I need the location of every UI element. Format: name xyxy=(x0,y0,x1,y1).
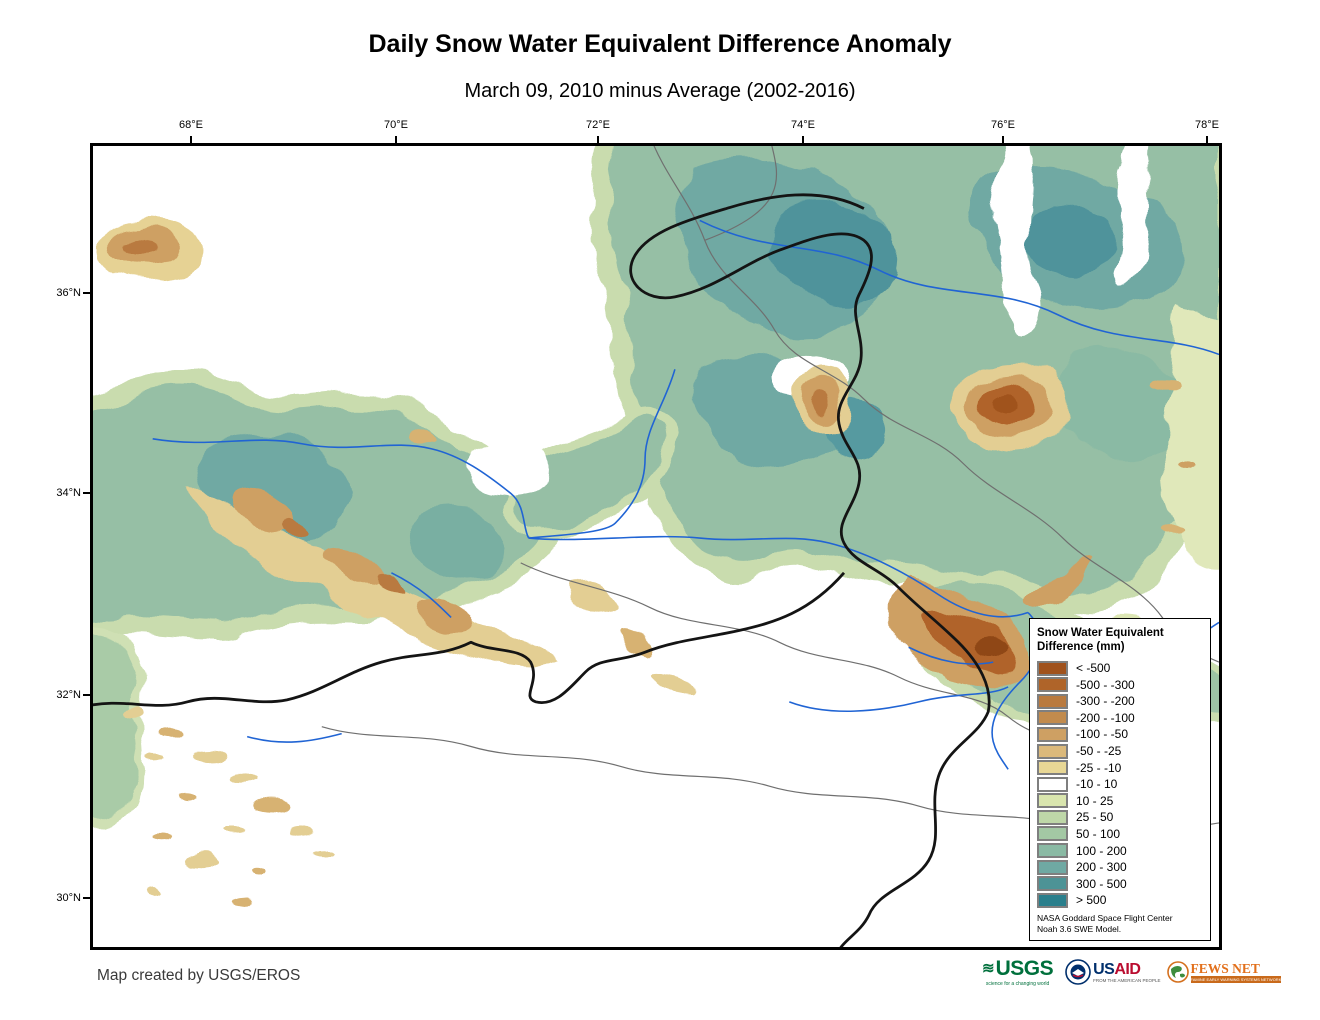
legend-title-line1: Snow Water Equivalent xyxy=(1037,627,1164,639)
lon-tick-label: 70°E xyxy=(384,119,408,131)
legend-swatch xyxy=(1037,760,1068,776)
legend-label: 50 - 100 xyxy=(1076,826,1121,841)
country-boundaries xyxy=(93,193,991,947)
legend-items: < -500 -500 - -300 -300 - -200 -200 - -100 -… xyxy=(1037,660,1203,909)
legend-row: -200 - -100 xyxy=(1037,710,1203,727)
legend-row: 300 - 500 xyxy=(1037,875,1203,892)
lon-tick-label: 72°E xyxy=(586,119,610,131)
usgs-logo: ≋ USGS science for a changing world xyxy=(982,957,1054,987)
legend-row: -50 - -25 xyxy=(1037,743,1203,760)
legend-label: -100 - -50 xyxy=(1076,727,1129,742)
page-title: Daily Snow Water Equivalent Difference A… xyxy=(368,30,952,58)
legend-label: 200 - 300 xyxy=(1076,860,1127,875)
map-frame: 68°E 70°E 72°E 74°E 76°E 78°E 36°N 34°N … xyxy=(56,119,1222,950)
usaid-logo: USAID FROM THE AMERICAN PEOPLE xyxy=(1065,959,1161,985)
legend-label: -300 - -200 xyxy=(1076,694,1135,709)
legend-footnote: NASA Goddard Space Flight Center Noah 3.… xyxy=(1037,913,1203,935)
anomaly-raster xyxy=(93,146,1219,908)
usgs-wave-icon: ≋ xyxy=(982,960,995,977)
lon-tick-label: 74°E xyxy=(791,119,815,131)
legend-row: -300 - -200 xyxy=(1037,693,1203,710)
legend-row: -100 - -50 xyxy=(1037,726,1203,743)
legend-label: < -500 xyxy=(1076,661,1111,676)
legend-footnote-line1: NASA Goddard Space Flight Center xyxy=(1037,912,1173,923)
legend-title: Snow Water Equivalent Difference (mm) xyxy=(1037,626,1203,655)
legend-row: 25 - 50 xyxy=(1037,809,1203,826)
legend: Snow Water Equivalent Difference (mm) < … xyxy=(1029,618,1211,941)
lat-tick-label: 36°N xyxy=(56,287,81,299)
legend-swatch xyxy=(1037,793,1068,809)
legend-row: -500 - -300 xyxy=(1037,676,1203,693)
legend-row: -10 - 10 xyxy=(1037,776,1203,793)
lon-tick-label: 78°E xyxy=(1195,119,1219,131)
lon-tick-mark xyxy=(190,136,192,146)
legend-label: -25 - -10 xyxy=(1076,760,1122,775)
fewsnet-logo-text: FEWS NET xyxy=(1190,960,1260,976)
legend-row: -25 - -10 xyxy=(1037,759,1203,776)
legend-row: 100 - 200 xyxy=(1037,842,1203,859)
lon-tick-mark xyxy=(802,136,804,146)
usgs-logo-text: USGS xyxy=(995,957,1054,980)
legend-row: 10 - 25 xyxy=(1037,793,1203,810)
legend-swatch xyxy=(1037,660,1068,676)
legend-row: 200 - 300 xyxy=(1037,859,1203,876)
fewsnet-logo: FEWS NET FAMINE EARLY WARNING SYSTEMS NE… xyxy=(1166,960,1282,983)
lon-tick-label: 68°E xyxy=(179,119,203,131)
lon-tick-mark xyxy=(597,136,599,146)
legend-swatch xyxy=(1037,843,1068,859)
usgs-tagline: science for a changing world xyxy=(985,981,1050,987)
usaid-logo-text-us: US xyxy=(1093,960,1115,978)
legend-swatch xyxy=(1037,876,1068,892)
map-credit: Map created by USGS/EROS xyxy=(97,967,301,984)
legend-row: 50 - 100 xyxy=(1037,826,1203,843)
legend-title-line2: Difference (mm) xyxy=(1037,641,1125,654)
usaid-logo-text-aid: AID xyxy=(1114,960,1141,978)
page-subtitle: March 09, 2010 minus Average (2002-2016) xyxy=(464,80,856,102)
lat-tick-label: 32°N xyxy=(56,689,81,701)
legend-swatch xyxy=(1037,677,1068,693)
lat-tick-mark xyxy=(83,492,93,494)
usaid-seal-icon xyxy=(1065,959,1091,985)
lon-tick-mark xyxy=(395,136,397,146)
legend-swatch xyxy=(1037,892,1068,908)
legend-label: -10 - 10 xyxy=(1076,777,1118,792)
legend-label: -500 - -300 xyxy=(1076,677,1135,692)
legend-swatch xyxy=(1037,743,1068,759)
legend-label: 10 - 25 xyxy=(1076,793,1114,808)
map-canvas xyxy=(93,146,1219,947)
lat-tick-label: 30°N xyxy=(56,892,81,904)
usaid-tagline: FROM THE AMERICAN PEOPLE xyxy=(1093,977,1161,983)
logo-row: ≋ USGS science for a changing world NASA… xyxy=(982,957,1282,987)
legend-swatch xyxy=(1037,809,1068,825)
legend-label: 25 - 50 xyxy=(1076,810,1114,825)
lat-tick-mark xyxy=(83,694,93,696)
lat-tick-label: 34°N xyxy=(56,487,81,499)
legend-label: 300 - 500 xyxy=(1076,876,1127,891)
legend-label: > 500 xyxy=(1076,893,1107,908)
legend-row: > 500 xyxy=(1037,892,1203,909)
fewsnet-tagline: FAMINE EARLY WARNING SYSTEMS NETWORK xyxy=(1190,975,1282,983)
fewsnet-globe-icon xyxy=(1166,961,1189,983)
legend-label: 100 - 200 xyxy=(1076,843,1127,858)
legend-label: -200 - -100 xyxy=(1076,710,1135,725)
legend-swatch xyxy=(1037,859,1068,875)
lon-tick-mark xyxy=(1206,136,1208,146)
legend-row: < -500 xyxy=(1037,660,1203,677)
lat-tick-mark xyxy=(83,897,93,899)
legend-swatch xyxy=(1037,710,1068,726)
legend-swatch xyxy=(1037,693,1068,709)
lat-tick-mark xyxy=(83,292,93,294)
lon-tick-label: 76°E xyxy=(991,119,1015,131)
legend-swatch xyxy=(1037,776,1068,792)
legend-label: -50 - -25 xyxy=(1076,744,1122,759)
lon-tick-mark xyxy=(1002,136,1004,146)
legend-swatch xyxy=(1037,826,1068,842)
legend-footnote-line2: Noah 3.6 SWE Model. xyxy=(1037,923,1122,934)
legend-swatch xyxy=(1037,726,1068,742)
